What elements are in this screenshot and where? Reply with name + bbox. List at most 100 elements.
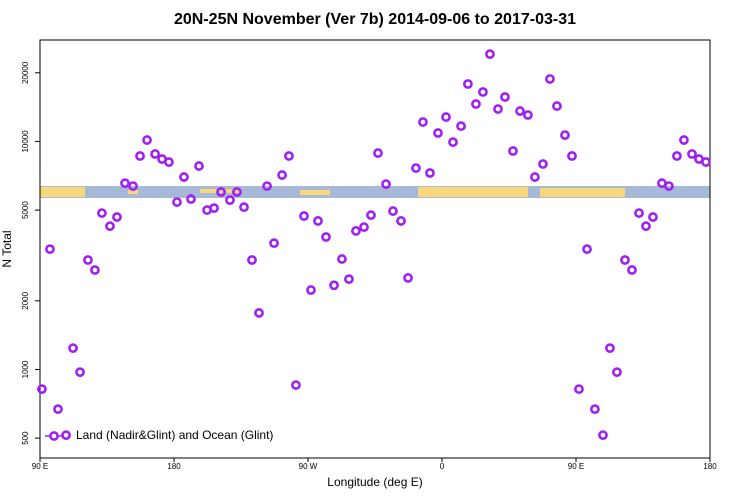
point [135,151,145,161]
y-tick-label: 5000 [21,201,30,219]
point [648,212,658,222]
x-tick-label: 180 [167,462,181,471]
point [381,179,391,189]
point [493,104,503,114]
point [664,181,674,191]
point [97,208,107,218]
point [530,172,540,182]
point [299,211,309,221]
point [471,99,481,109]
point [225,195,235,205]
point [172,197,182,207]
point [433,128,443,138]
legend-label: Land (Nadir&Glint) and Ocean (Glint) [76,428,273,442]
point [150,149,160,159]
point [574,384,584,395]
point [627,265,637,275]
point [605,343,615,354]
point [232,187,242,197]
y-tick-label: 10000 [21,130,30,153]
point [306,285,316,295]
point [247,255,257,265]
point [344,274,354,285]
y-tick-label: 20000 [21,61,30,84]
point [679,135,689,145]
y-tick-label: 2000 [21,291,30,309]
point [37,384,47,395]
point [53,404,63,415]
point [179,172,189,182]
point [120,178,130,189]
point [523,110,533,120]
point [254,308,264,318]
point [128,181,138,191]
point [560,130,570,141]
point [463,79,473,89]
point [641,221,651,232]
point [403,273,413,283]
point [396,216,406,226]
point [508,146,518,156]
point [164,157,174,167]
point [329,280,339,291]
map-strip [40,186,710,198]
point [291,380,301,390]
point [478,87,488,97]
point [61,430,71,441]
point [687,149,697,159]
x-tick-label: 90 E [32,462,48,471]
point [552,101,562,111]
point [598,430,608,441]
y-tick-label: 1000 [21,360,30,378]
point [209,203,219,214]
point [351,226,361,236]
point [142,135,152,145]
point [105,221,115,232]
point [388,206,398,216]
point [485,49,495,60]
point [448,137,458,148]
point [194,161,204,171]
y-axis-label: N Total [0,230,14,267]
plot-frame [39,39,711,459]
point [590,404,600,415]
x-axis-label: Longitude (deg E) [327,475,422,489]
point [75,367,85,378]
point [425,168,435,178]
point [269,238,279,249]
point [216,187,226,197]
point [500,92,510,102]
point [112,212,122,222]
point [567,151,577,161]
point [83,255,93,265]
point [620,255,630,265]
point [313,216,323,226]
point [337,254,347,264]
y-tick-label: 500 [21,431,30,445]
x-tick-label: 90 E [568,462,584,471]
point [545,74,555,84]
point [441,112,451,122]
point [366,210,376,221]
point [672,151,682,161]
point [68,343,78,354]
point [262,181,272,191]
point [359,222,369,233]
x-tick-label: 180 [703,462,717,471]
point [701,157,711,167]
point [321,232,331,242]
point [418,117,428,127]
legend-marker [49,431,59,441]
point [612,367,622,378]
x-tick-label: 0 [440,462,445,471]
point [45,244,55,255]
chart-title: 20N-25N November (Ver 7b) 2014-09-06 to … [174,11,576,28]
point [90,265,100,275]
point [239,202,249,213]
point [411,163,421,173]
point [284,151,294,161]
point [538,159,548,169]
point [277,170,287,180]
point [634,208,644,218]
